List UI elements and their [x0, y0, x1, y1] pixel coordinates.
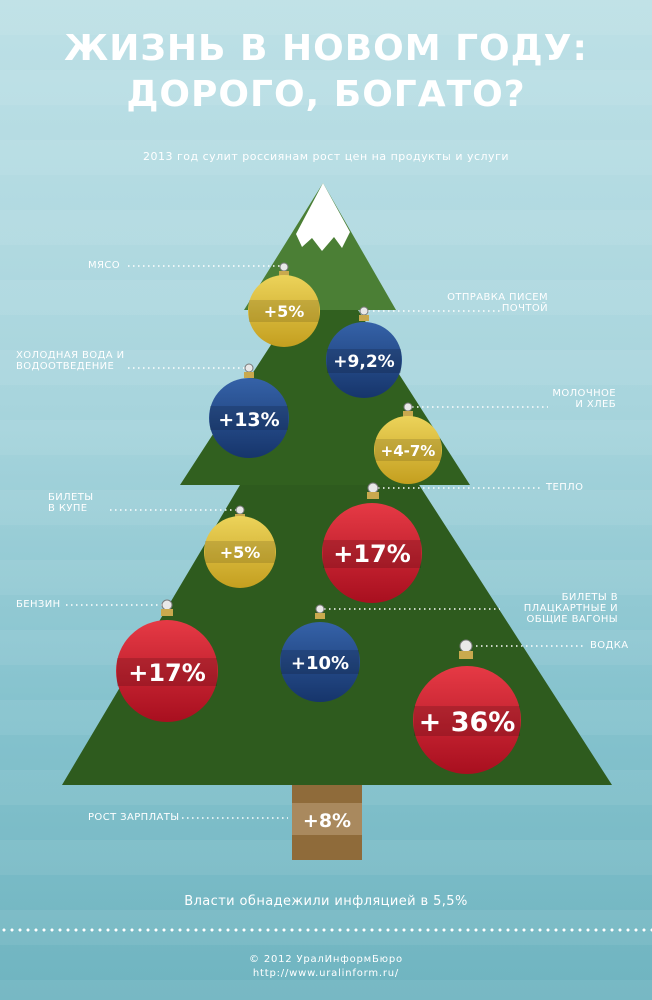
hanger-water	[244, 363, 254, 373]
value-platz: +10%	[291, 653, 349, 674]
ornament-kupe	[204, 516, 276, 588]
label-platz: Билеты в плацкартные и общие вагоны	[500, 592, 618, 625]
hanger-petrol	[161, 599, 173, 611]
ornament-meat	[248, 275, 320, 347]
label-platz-line-3: общие вагоны	[526, 614, 618, 625]
dotted-divider	[0, 928, 652, 932]
label-salary: Рост зарплаты	[88, 812, 180, 823]
value-heat: +17%	[333, 540, 411, 568]
label-water-line-1: Холодная вода и	[16, 350, 125, 361]
hanger-vodka	[459, 639, 473, 653]
label-dairy-line-1: Молочное	[552, 388, 616, 399]
label-mail: Отправка писем почтой	[400, 292, 548, 314]
value-meat: +5%	[264, 302, 305, 321]
value-kupe: +5%	[220, 543, 261, 562]
ornament-vodka	[413, 666, 521, 774]
trunk-band	[292, 803, 362, 835]
label-vodka: Водка	[590, 640, 629, 651]
value-vodka: + 36%	[419, 707, 516, 738]
value-dairy: +4-7%	[381, 442, 436, 460]
hanger-dairy	[403, 402, 413, 412]
label-platz-line-1: Билеты в	[561, 592, 618, 603]
label-water-line-2: водоотведение	[16, 361, 115, 372]
label-kupe-line-2: в купе	[48, 503, 88, 514]
source-url[interactable]: http://www.uralinform.ru/	[252, 968, 400, 979]
label-mail-line-1: Отправка писем	[447, 292, 548, 303]
label-petrol: Бензин	[16, 599, 61, 610]
value-water: +13%	[218, 409, 279, 431]
label-dairy: Молочное и хлеб	[500, 388, 616, 410]
value-petrol: +17%	[128, 659, 206, 687]
label-heat: Тепло	[546, 482, 584, 493]
hanger-heat	[367, 482, 379, 494]
value-salary: +8%	[303, 810, 351, 832]
hanger-mail	[359, 306, 369, 316]
ornament-mail	[326, 322, 402, 398]
snow-cap	[296, 183, 350, 251]
label-mail-line-2: почтой	[501, 303, 548, 314]
label-platz-line-2: плацкартные и	[523, 603, 618, 614]
hanger-meat	[279, 262, 289, 272]
ornament-platz	[280, 622, 360, 702]
title-line-2: ДОРОГО, БОГАТО?	[126, 74, 526, 115]
label-water: Холодная вода и водоотведение	[16, 350, 124, 372]
value-mail: +9,2%	[333, 352, 394, 372]
subtitle: 2013 год сулит россиянам рост цен на про…	[142, 150, 509, 163]
ornament-petrol	[116, 620, 218, 722]
copyright: © 2012 УралИнформБюро	[249, 954, 403, 965]
ornament-dairy	[374, 416, 442, 484]
label-kupe-line-1: Билеты	[48, 492, 94, 503]
hanger-kupe	[235, 505, 245, 515]
label-meat: мясо	[88, 260, 121, 271]
label-dairy-line-2: и хлеб	[575, 399, 616, 410]
hanger-platz	[315, 604, 325, 614]
inflation-note: Власти обнадежили инфляцией в 5,5%	[184, 894, 468, 909]
label-kupe: Билеты в купе	[48, 492, 94, 514]
title-line-1: ЖИЗНЬ В НОВОМ ГОДУ:	[64, 28, 588, 69]
ornament-heat	[322, 503, 422, 603]
ornament-water	[209, 378, 289, 458]
